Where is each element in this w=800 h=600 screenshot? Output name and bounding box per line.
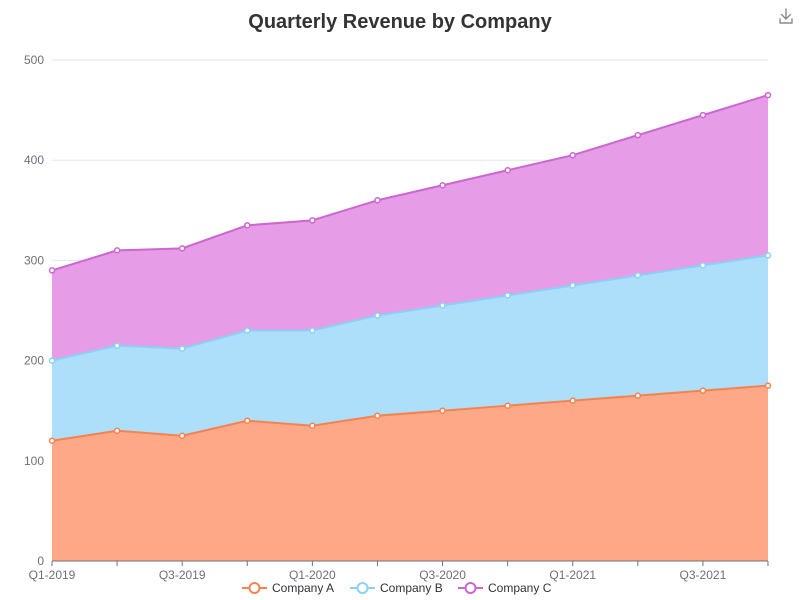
- y-tick-label: 200: [24, 354, 44, 368]
- data-point-company-c[interactable]: [699, 111, 707, 119]
- legend-item-company-c[interactable]: Company C: [458, 581, 552, 595]
- data-point-company-b[interactable]: [48, 357, 56, 364]
- data-point-company-c[interactable]: [48, 267, 56, 274]
- data-point-company-a[interactable]: [309, 422, 316, 429]
- legend-circle-marker: [464, 582, 477, 594]
- y-tick-label: 400: [24, 153, 44, 167]
- data-point-company-c[interactable]: [244, 222, 251, 229]
- data-point-company-b[interactable]: [374, 312, 381, 319]
- axes: 0 100 200 300 400 500 Q1-2019 Q3-2019 Q1-2020 Q3-…: [24, 53, 769, 582]
- data-point-company-b[interactable]: [699, 262, 707, 269]
- area-company-b: [52, 255, 768, 441]
- area-company-c: [52, 95, 768, 361]
- data-point-company-b[interactable]: [309, 327, 316, 334]
- data-point-company-c[interactable]: [504, 166, 511, 174]
- data-point-company-a[interactable]: [244, 417, 251, 424]
- data-point-company-a[interactable]: [178, 432, 186, 439]
- data-point-company-b[interactable]: [634, 272, 642, 279]
- data-point-company-a[interactable]: [569, 397, 576, 404]
- data-point-company-a[interactable]: [439, 407, 446, 414]
- data-point-company-b[interactable]: [764, 252, 772, 259]
- series-lines: [51, 94, 769, 442]
- y-tick-label: 500: [24, 53, 44, 67]
- data-point-company-b[interactable]: [439, 302, 446, 309]
- data-point-company-a[interactable]: [764, 382, 772, 389]
- data-point-company-a[interactable]: [374, 412, 381, 419]
- legend-item-company-a[interactable]: Company A: [242, 581, 334, 595]
- legend-circle-marker: [356, 582, 369, 594]
- data-point-company-c[interactable]: [569, 151, 576, 159]
- x-tick-label: Q3-2020: [419, 568, 466, 582]
- legend-circle-marker: [248, 582, 261, 594]
- legend-label: Company A: [272, 581, 334, 595]
- data-point-company-c[interactable]: [113, 247, 121, 254]
- area-company-a: [52, 385, 768, 561]
- x-tick-label: Q1-2021: [549, 568, 596, 582]
- data-point-company-a[interactable]: [113, 427, 121, 434]
- data-point-company-b[interactable]: [113, 342, 121, 349]
- line-company-a: [51, 384, 769, 442]
- legend[interactable]: Company A Company B Company C: [242, 581, 552, 595]
- data-point-company-c[interactable]: [764, 91, 772, 99]
- x-tick-label: Q1-2020: [289, 568, 336, 582]
- download-icon: [779, 8, 793, 24]
- legend-label: Company C: [488, 581, 552, 595]
- data-point-company-c[interactable]: [439, 182, 446, 189]
- line-company-b: [51, 254, 769, 362]
- data-point-company-b[interactable]: [244, 327, 251, 334]
- x-tick-label: Q1-2019: [29, 568, 76, 582]
- data-point-company-c[interactable]: [374, 197, 381, 204]
- data-point-company-b[interactable]: [504, 292, 511, 299]
- legend-label: Company B: [380, 581, 443, 595]
- data-point-company-a[interactable]: [634, 392, 642, 399]
- x-tick-label: Q3-2021: [680, 568, 727, 582]
- line-company-c: [51, 94, 769, 272]
- data-points: [48, 91, 772, 445]
- y-tick-label: 300: [24, 253, 44, 267]
- data-point-company-a[interactable]: [48, 437, 56, 445]
- x-tick-label: Q3-2019: [159, 568, 206, 582]
- data-point-company-c[interactable]: [309, 217, 316, 224]
- data-point-company-b[interactable]: [178, 345, 186, 352]
- data-point-company-c[interactable]: [634, 131, 642, 139]
- data-point-company-a[interactable]: [699, 387, 707, 394]
- chart-title: Quarterly Revenue by Company: [248, 11, 552, 33]
- data-point-company-c[interactable]: [178, 245, 186, 252]
- area-series: [52, 95, 768, 561]
- data-point-company-b[interactable]: [569, 282, 576, 289]
- data-point-company-a[interactable]: [504, 402, 511, 409]
- legend-item-company-b[interactable]: Company B: [350, 581, 443, 595]
- y-tick-label: 0: [37, 554, 44, 568]
- download-button[interactable]: [776, 6, 796, 26]
- y-tick-label: 100: [24, 454, 44, 468]
